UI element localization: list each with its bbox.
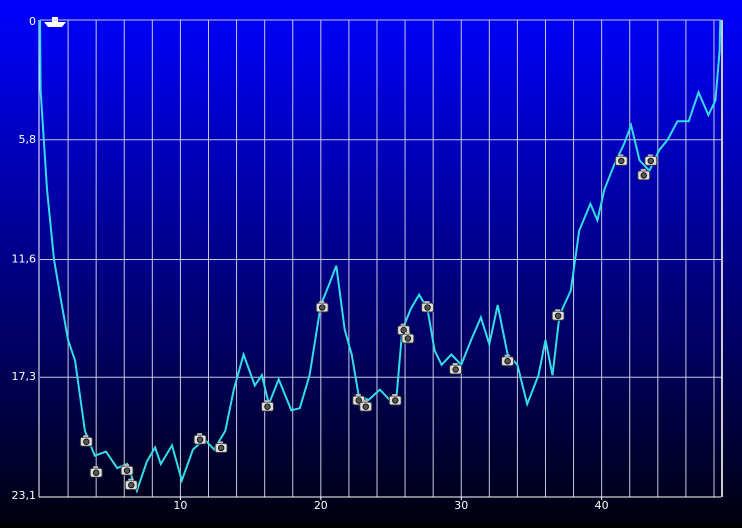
photo-lens [392,397,399,404]
photo-marker [214,441,228,453]
y-tick-label: 17,3 [12,370,37,383]
y-tick-label: 0 [29,15,36,28]
photo-lens [504,358,511,365]
photo-lens [362,403,369,410]
y-tick-label: 11,6 [12,253,37,266]
photo-top [362,400,368,403]
photo-marker [449,362,463,375]
photo-lens [128,481,135,489]
photo-top [504,354,510,357]
photo-lens [83,438,90,445]
photo-top [400,323,406,326]
photo-top [452,362,458,365]
photo-marker [637,168,651,181]
photo-lens [264,403,271,410]
photo-top [647,154,653,157]
photo-marker [120,464,134,476]
photo-marker [79,435,93,447]
photo-marker [315,301,329,313]
photo-lens [404,335,412,342]
photo-marker [124,478,138,491]
photo-lens [554,312,562,319]
photo-lens [452,366,459,373]
photo-lens [640,172,647,179]
photo-lens [92,469,100,476]
x-tick-label: 10 [173,499,187,512]
photo-top [404,332,410,334]
photo-marker [359,400,373,412]
photo-marker [193,433,207,445]
photo-top [555,309,561,312]
photo-top [264,400,270,403]
photo-marker [421,301,435,313]
photo-lens [217,444,225,452]
photo-top [197,433,203,436]
photo-top [355,393,361,396]
photo-lens [355,397,362,404]
photo-top [93,466,99,469]
photo-top [640,168,646,171]
photo-marker [89,466,103,478]
photo-marker [260,400,274,412]
photo-top [618,154,624,157]
photo-top [218,441,224,444]
photo-top [424,301,430,304]
photo-marker [388,393,402,406]
photo-top [83,435,89,438]
photo-marker [501,354,515,367]
y-tick-label: 23,1 [12,489,37,502]
x-tick-label: 40 [595,499,609,512]
y-tick-label: 5,8 [19,133,37,146]
photo-lens [123,467,131,474]
photo-top [128,478,134,481]
x-tick-label: 30 [454,499,468,512]
photo-lens [400,327,407,334]
photo-marker [401,332,415,344]
photo-marker [614,154,628,166]
x-tick-label: 20 [314,499,328,512]
photo-top [392,393,398,396]
photo-marker [551,309,565,321]
photo-marker [644,154,658,166]
photo-top [319,301,325,304]
photo-lens [196,436,204,443]
photo-lens [647,157,654,165]
photo-lens [424,304,431,311]
photo-top [124,464,130,467]
photo-lens [319,304,326,311]
photo-lens [618,157,625,165]
